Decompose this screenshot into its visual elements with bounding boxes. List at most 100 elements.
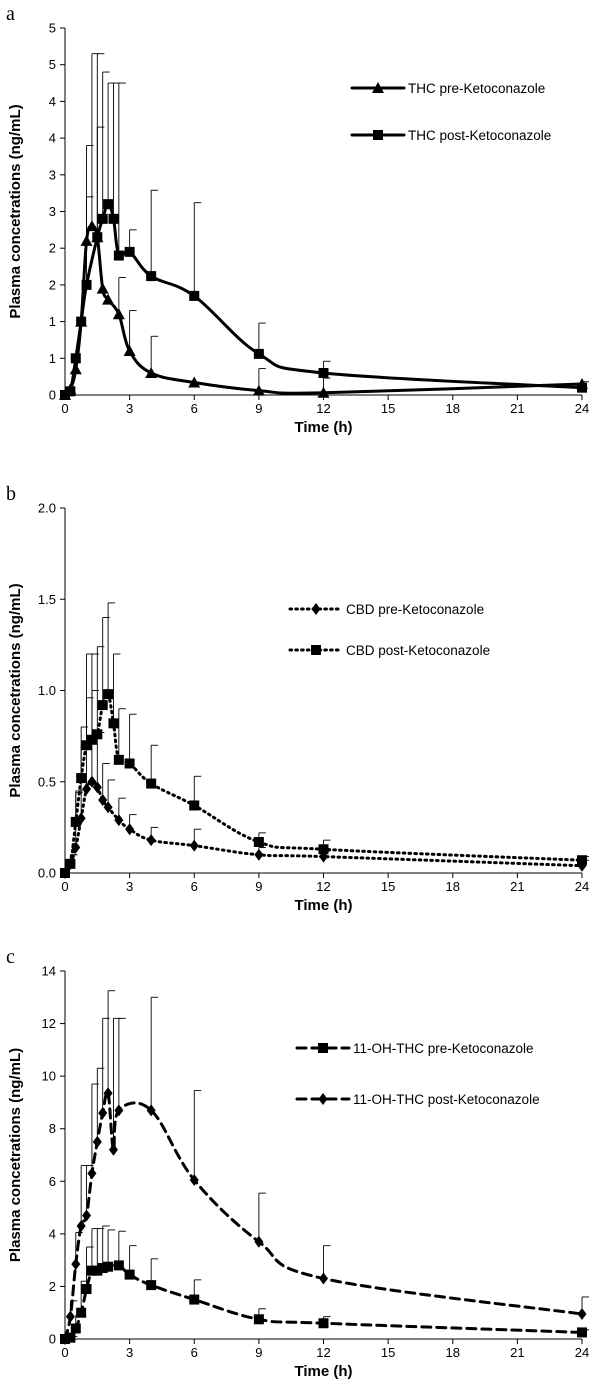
- data-point: [76, 1219, 86, 1232]
- data-point: [97, 1263, 108, 1274]
- data-point: [113, 754, 124, 765]
- legend-label: CBD pre-Ketoconazole: [346, 602, 484, 617]
- data-point: [87, 775, 97, 788]
- data-point: [97, 700, 108, 711]
- legend-marker: [318, 1093, 328, 1105]
- y-tick-label: 2: [49, 277, 56, 292]
- x-tick-label: 24: [575, 1345, 589, 1360]
- y-tick-label: 2.0: [38, 501, 56, 516]
- data-point: [108, 213, 119, 224]
- y-tick-label: 0: [49, 388, 56, 403]
- x-tick-label: 0: [61, 1345, 68, 1360]
- x-tick-label: 3: [126, 1345, 133, 1360]
- data-point: [85, 220, 98, 232]
- data-point: [146, 1280, 157, 1291]
- data-point: [92, 1135, 102, 1148]
- data-point: [98, 794, 108, 806]
- data-point: [146, 271, 157, 282]
- data-point: [65, 858, 76, 869]
- x-tick-label: 9: [255, 879, 262, 894]
- legend-entry: CBD pre-Ketoconazole: [288, 602, 484, 617]
- y-tick-label: 4: [49, 94, 56, 109]
- data-point: [81, 740, 92, 751]
- series-2: [60, 602, 589, 878]
- x-tick-label: 12: [316, 401, 330, 416]
- y-axis-title: Plasma concetrations (ng/mL): [7, 1048, 24, 1262]
- x-tick-label: 18: [446, 1345, 460, 1360]
- data-point: [65, 1310, 75, 1323]
- y-tick-label: 3: [49, 204, 56, 219]
- data-point: [114, 814, 124, 827]
- data-point: [70, 816, 81, 827]
- y-tick-label: 10: [42, 1069, 56, 1084]
- x-tick-label: 24: [575, 401, 589, 416]
- data-point: [87, 1167, 97, 1180]
- legend-label: 11-OH-THC post-Ketoconazole: [353, 1092, 540, 1107]
- y-tick-label: 0: [49, 1332, 56, 1347]
- legend-label: 11-OH-THC pre-Ketoconazole: [353, 1041, 534, 1056]
- data-point: [146, 834, 156, 847]
- y-axis-title: Plasma concetrations (ng/mL): [7, 583, 24, 797]
- y-tick-label: 3: [49, 167, 56, 182]
- legend-label: THC pre-Ketoconazole: [408, 81, 545, 96]
- y-tick-label: 0.0: [38, 866, 56, 881]
- x-tick-label: 6: [191, 1345, 198, 1360]
- data-point: [188, 376, 201, 388]
- data-point: [70, 1323, 81, 1334]
- y-tick-label: 1.0: [38, 683, 56, 698]
- data-point: [103, 689, 114, 700]
- legend-marker: [318, 1043, 328, 1053]
- x-tick-label: 3: [126, 879, 133, 894]
- panel-letter: c: [6, 946, 15, 968]
- data-point: [92, 1265, 103, 1276]
- series-line: [63, 1090, 584, 1341]
- data-point: [65, 1332, 76, 1343]
- data-point: [60, 868, 70, 878]
- y-tick-label: 1: [49, 351, 56, 366]
- data-point: [318, 1318, 329, 1329]
- data-point: [86, 1265, 97, 1276]
- y-tick-label: 8: [49, 1121, 56, 1136]
- data-point: [114, 1104, 124, 1117]
- legend-entry: THC pre-Ketoconazole: [350, 81, 545, 96]
- data-point: [92, 781, 102, 794]
- x-tick-label: 21: [510, 401, 524, 416]
- data-point: [318, 844, 329, 855]
- y-tick-label: 5: [49, 57, 56, 72]
- data-point: [60, 1333, 70, 1345]
- data-point: [125, 823, 135, 836]
- x-tick-label: 18: [446, 401, 460, 416]
- x-axis-title: Time (h): [294, 1363, 352, 1380]
- data-point: [189, 800, 200, 811]
- y-tick-label: 14: [42, 964, 56, 979]
- series-line: [63, 691, 584, 875]
- data-point: [146, 1104, 156, 1117]
- y-tick-label: 2: [49, 241, 56, 256]
- series-1: [59, 53, 588, 400]
- data-point: [252, 384, 265, 396]
- x-tick-label: 21: [510, 879, 524, 894]
- data-point: [124, 1269, 135, 1280]
- y-tick-label: 1.5: [38, 592, 56, 607]
- x-tick-label: 15: [381, 879, 395, 894]
- x-axis-title: Time (h): [294, 897, 352, 914]
- data-point: [82, 1209, 92, 1222]
- data-point: [145, 366, 158, 378]
- data-point: [318, 367, 329, 378]
- data-point: [103, 801, 113, 814]
- y-tick-label: 0.5: [38, 774, 56, 789]
- panel-letter: a: [6, 3, 15, 25]
- data-point: [124, 246, 135, 257]
- x-tick-label: 0: [61, 879, 68, 894]
- data-point: [97, 213, 108, 224]
- data-point: [98, 1106, 108, 1119]
- legend-entry: THC post-Ketoconazole: [350, 128, 551, 143]
- data-point: [76, 1307, 87, 1318]
- data-point: [92, 232, 103, 243]
- y-tick-label: 6: [49, 1174, 56, 1189]
- data-point: [253, 1314, 264, 1325]
- y-tick-label: 5: [49, 21, 56, 36]
